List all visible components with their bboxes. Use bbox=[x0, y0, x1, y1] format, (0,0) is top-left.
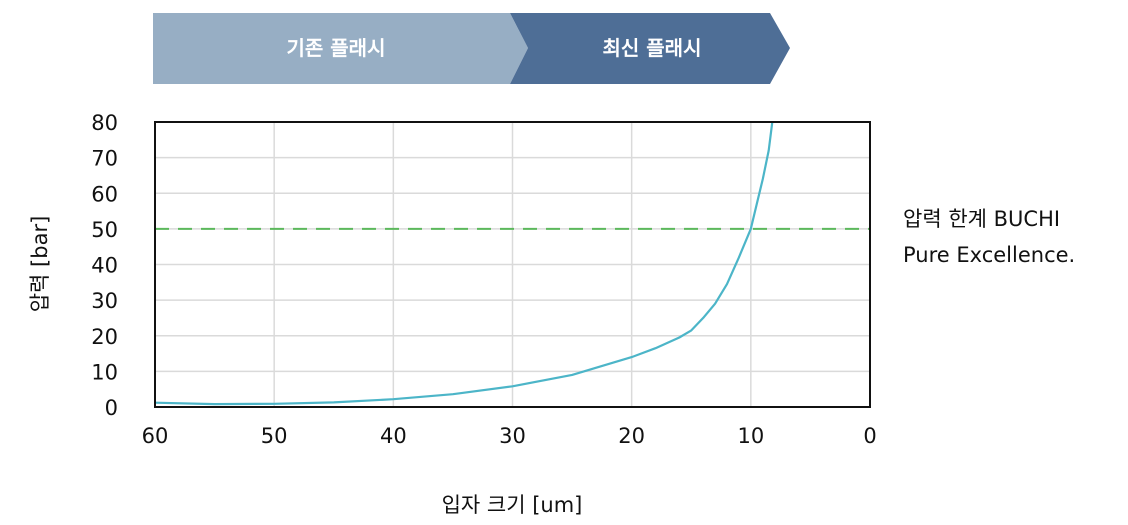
y-tick-label: 50 bbox=[91, 218, 118, 242]
y-tick-label: 0 bbox=[105, 396, 118, 420]
series-line bbox=[154, 121, 774, 406]
x-tick-label: 20 bbox=[618, 424, 645, 448]
y-tick-labels: 0 10 20 30 40 50 60 70 80 bbox=[91, 111, 118, 420]
x-tick-labels: 60 50 40 30 20 10 0 bbox=[142, 424, 877, 448]
plot-frame bbox=[154, 121, 871, 408]
x-tick-label: 50 bbox=[261, 424, 288, 448]
y-tick-label: 40 bbox=[91, 254, 118, 278]
x-axis-title: 입자 크기 [um] bbox=[442, 493, 583, 517]
y-tick-label: 60 bbox=[91, 182, 118, 206]
banner-latest-flash-label: 최신 플래시 bbox=[603, 36, 702, 60]
y-tick-label: 10 bbox=[91, 360, 118, 384]
y-tick-label: 80 bbox=[91, 111, 118, 135]
y-axis-title: 압력 [bar] bbox=[28, 216, 52, 313]
x-tick-label: 0 bbox=[863, 424, 876, 448]
x-tick-label: 10 bbox=[737, 424, 764, 448]
x-tick-label: 40 bbox=[380, 424, 407, 448]
y-tick-label: 30 bbox=[91, 289, 118, 313]
grid-lines bbox=[155, 122, 870, 407]
banner-legacy-flash bbox=[153, 13, 528, 84]
pressure-limit-annotation-line2: Pure Excellence. bbox=[903, 243, 1075, 267]
y-tick-label: 70 bbox=[91, 147, 118, 171]
x-tick-label: 30 bbox=[499, 424, 526, 448]
banner-latest-flash bbox=[510, 13, 790, 84]
pressure-limit-annotation-line1: 압력 한계 BUCHI bbox=[903, 207, 1060, 231]
x-tick-label: 60 bbox=[142, 424, 169, 448]
banner-legacy-flash-label: 기존 플래시 bbox=[287, 36, 386, 60]
series-lines bbox=[154, 121, 774, 406]
y-tick-label: 20 bbox=[91, 325, 118, 349]
